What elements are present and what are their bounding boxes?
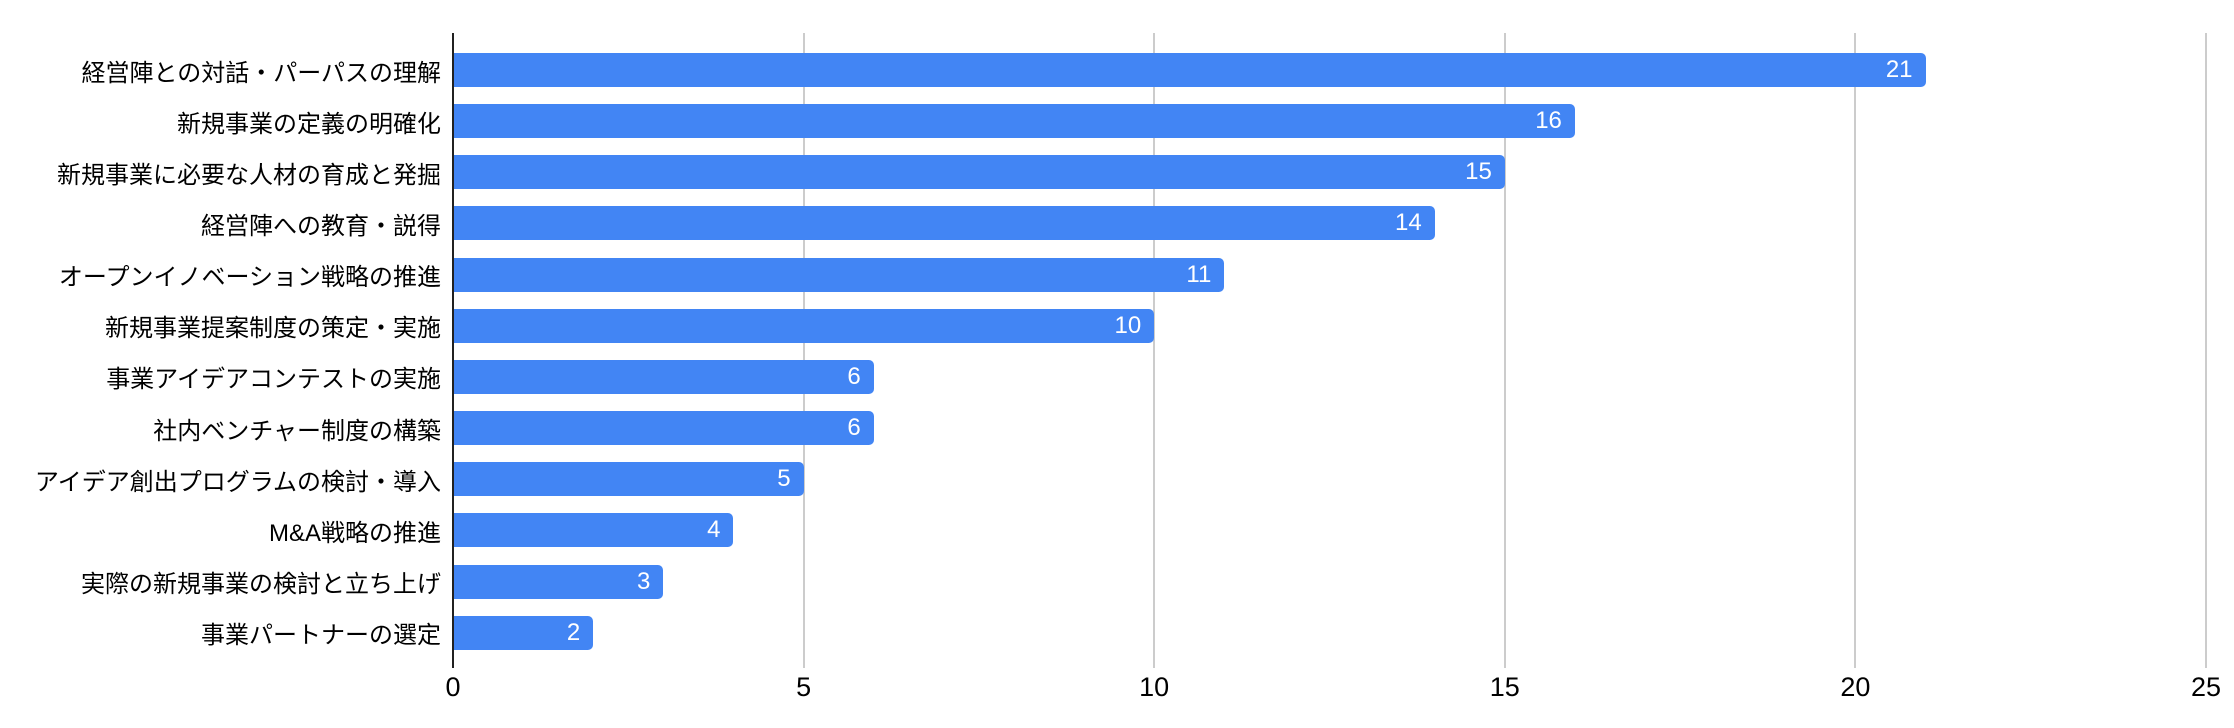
- bar-value-label: 21: [1885, 56, 1913, 83]
- category-label: 事業アイデアコンテストの実施: [106, 366, 441, 394]
- x-tick-label: 10: [1139, 672, 1170, 702]
- category-label: アイデア創出プログラムの検討・導入: [34, 468, 441, 496]
- category-label: 事業パートナーの選定: [201, 622, 441, 650]
- bar: 4: [454, 513, 734, 548]
- gridline-x-20: [1854, 33, 1857, 668]
- x-tick-label: 25: [2190, 672, 2222, 702]
- bar: 11: [454, 257, 1225, 292]
- x-tick-label: 5: [796, 672, 812, 702]
- bar-value-label: 3: [637, 567, 651, 595]
- bar-value-label: 15: [1465, 158, 1492, 186]
- bar-value-label: 11: [1186, 260, 1212, 288]
- category-label: オープンイノベーション戦略の推進: [58, 264, 441, 292]
- bar-value-label: 2: [566, 618, 581, 646]
- gridline-x-5: [802, 33, 805, 668]
- bar: 6: [454, 359, 874, 394]
- x-tick-label: 20: [1840, 672, 1871, 702]
- bar: 15: [454, 155, 1505, 190]
- bar: 14: [454, 206, 1435, 241]
- gridline-x-10: [1153, 33, 1156, 668]
- bar: 16: [454, 104, 1575, 139]
- x-tick-label: 0: [445, 672, 461, 702]
- bar: 3: [454, 564, 664, 599]
- bar: 2: [454, 615, 594, 650]
- bar-value-label: 14: [1394, 209, 1422, 237]
- category-label: 実際の新規事業の検討と立ち上げ: [81, 571, 441, 598]
- bar-value-label: 4: [707, 516, 721, 544]
- category-label: 経営陣への教育・説得: [201, 212, 441, 240]
- category-label: 新規事業の定義の明確化: [177, 110, 441, 138]
- gridline-x-25: [2205, 33, 2207, 668]
- x-tick-label: 15: [1489, 672, 1520, 702]
- bar: 10: [454, 308, 1155, 343]
- bar-value-label: 6: [847, 362, 861, 390]
- bar: 6: [454, 411, 874, 446]
- bar-value-label: 16: [1535, 107, 1562, 135]
- gridline-x-15: [1503, 33, 1506, 668]
- category-label: 新規事業に必要な人材の育成と発掘: [57, 161, 441, 189]
- bar-value-label: 6: [847, 414, 861, 442]
- bar: 5: [454, 462, 804, 497]
- category-label: 経営陣との対話・パーパスの理解: [81, 59, 441, 87]
- category-label: 新規事業提案制度の策定・実施: [105, 315, 441, 343]
- bar-value-label: 10: [1114, 311, 1142, 339]
- y-axis-line: [452, 33, 454, 668]
- category-label: 社内ベンチャー制度の構築: [153, 417, 441, 445]
- bar-value-label: 5: [777, 465, 791, 493]
- category-label: M&A戦略の推進: [268, 519, 441, 547]
- bar: 21: [454, 53, 1926, 87]
